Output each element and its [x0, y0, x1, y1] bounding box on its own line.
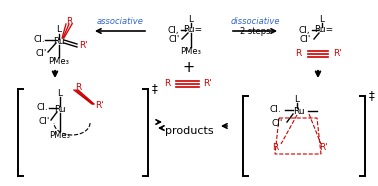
Text: R: R [66, 17, 72, 26]
Text: PMe₃: PMe₃ [48, 57, 70, 67]
Text: R': R' [79, 41, 87, 51]
Text: Cl.: Cl. [36, 103, 48, 113]
Text: Cl.: Cl. [269, 105, 281, 115]
Text: Cl': Cl' [38, 118, 50, 126]
Text: Ru: Ru [293, 108, 305, 116]
Text: Cl.: Cl. [33, 36, 45, 44]
Text: L: L [189, 15, 194, 25]
Text: Cl,: Cl, [298, 25, 310, 34]
Text: ‡: ‡ [152, 83, 158, 95]
Text: PMe₃: PMe₃ [181, 47, 201, 57]
Text: R: R [164, 79, 170, 89]
Text: R': R' [333, 49, 341, 59]
Text: R': R' [319, 144, 327, 153]
Text: Ru=: Ru= [183, 25, 203, 34]
Text: L: L [56, 25, 62, 34]
Text: Cl,: Cl, [167, 25, 179, 34]
Text: Ru=: Ru= [314, 25, 333, 34]
Text: L: L [294, 95, 299, 105]
Text: PMe₃: PMe₃ [50, 132, 70, 140]
Text: Cl': Cl' [271, 119, 283, 129]
Text: dissociative: dissociative [230, 17, 280, 25]
Text: R': R' [96, 102, 104, 110]
Text: Cl': Cl' [35, 49, 47, 59]
Text: 2 steps: 2 steps [240, 26, 270, 36]
Text: R: R [295, 49, 301, 59]
Text: Ru: Ru [53, 38, 65, 46]
Text: Cl': Cl' [169, 36, 180, 44]
Text: R': R' [204, 79, 212, 89]
Text: products: products [165, 126, 213, 136]
Text: ‡: ‡ [369, 89, 375, 102]
Text: Cl': Cl' [300, 36, 311, 44]
Text: R: R [75, 84, 81, 92]
Text: associative: associative [96, 17, 143, 26]
Text: L: L [57, 89, 62, 99]
Text: R: R [272, 144, 278, 153]
Text: L: L [319, 15, 324, 25]
Text: +: + [183, 60, 195, 76]
Text: Ru: Ru [54, 105, 66, 115]
